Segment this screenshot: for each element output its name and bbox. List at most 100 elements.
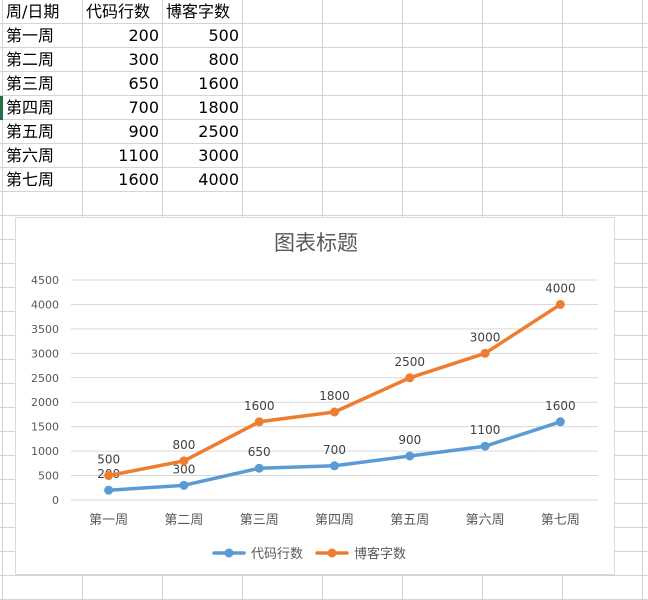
empty-cell[interactable] bbox=[563, 192, 643, 216]
empty-cell[interactable] bbox=[643, 72, 648, 96]
empty-cell[interactable] bbox=[643, 96, 648, 120]
data-cell[interactable]: 3000 bbox=[163, 144, 243, 168]
empty-cell[interactable] bbox=[243, 192, 323, 216]
empty-cell[interactable] bbox=[323, 168, 403, 192]
empty-cell[interactable] bbox=[0, 168, 3, 192]
empty-cell[interactable] bbox=[403, 48, 483, 72]
empty-cell[interactable] bbox=[0, 24, 3, 48]
data-cell[interactable]: 第五周 bbox=[3, 120, 83, 144]
empty-cell[interactable] bbox=[483, 120, 563, 144]
empty-cell[interactable] bbox=[403, 168, 483, 192]
empty-cell[interactable] bbox=[643, 432, 648, 456]
empty-cell[interactable] bbox=[323, 120, 403, 144]
empty-cell[interactable] bbox=[0, 48, 3, 72]
empty-cell[interactable] bbox=[323, 144, 403, 168]
column-header-cell[interactable]: 博客字数 bbox=[163, 0, 243, 24]
empty-cell[interactable] bbox=[643, 384, 648, 408]
empty-cell[interactable] bbox=[563, 96, 643, 120]
empty-cell[interactable] bbox=[163, 576, 243, 600]
empty-cell[interactable] bbox=[243, 120, 323, 144]
data-cell[interactable]: 2500 bbox=[163, 120, 243, 144]
empty-cell[interactable] bbox=[0, 408, 3, 432]
empty-cell[interactable] bbox=[243, 24, 323, 48]
empty-cell[interactable] bbox=[3, 576, 83, 600]
data-cell[interactable]: 500 bbox=[163, 24, 243, 48]
empty-cell[interactable] bbox=[3, 192, 83, 216]
empty-cell[interactable] bbox=[243, 0, 323, 24]
empty-cell[interactable] bbox=[323, 192, 403, 216]
empty-cell[interactable] bbox=[643, 312, 648, 336]
empty-cell[interactable] bbox=[0, 480, 3, 504]
empty-cell[interactable] bbox=[323, 576, 403, 600]
empty-cell[interactable] bbox=[403, 120, 483, 144]
empty-cell[interactable] bbox=[643, 456, 648, 480]
empty-cell[interactable] bbox=[643, 0, 648, 24]
empty-cell[interactable] bbox=[0, 528, 3, 552]
empty-cell[interactable] bbox=[403, 96, 483, 120]
empty-cell[interactable] bbox=[483, 0, 563, 24]
empty-cell[interactable] bbox=[563, 48, 643, 72]
empty-cell[interactable] bbox=[563, 0, 643, 24]
empty-cell[interactable] bbox=[0, 432, 3, 456]
data-cell[interactable]: 第六周 bbox=[3, 144, 83, 168]
empty-cell[interactable] bbox=[643, 48, 648, 72]
empty-cell[interactable] bbox=[83, 192, 163, 216]
empty-cell[interactable] bbox=[643, 288, 648, 312]
empty-cell[interactable] bbox=[0, 384, 3, 408]
empty-cell[interactable] bbox=[483, 144, 563, 168]
empty-cell[interactable] bbox=[643, 360, 648, 384]
empty-cell[interactable] bbox=[483, 72, 563, 96]
empty-cell[interactable] bbox=[483, 96, 563, 120]
empty-cell[interactable] bbox=[0, 288, 3, 312]
empty-cell[interactable] bbox=[323, 0, 403, 24]
empty-cell[interactable] bbox=[643, 504, 648, 528]
empty-cell[interactable] bbox=[403, 0, 483, 24]
empty-cell[interactable] bbox=[563, 72, 643, 96]
empty-cell[interactable] bbox=[243, 48, 323, 72]
line-chart[interactable]: 图表标题 0 500 1000 1500 2000 2500 3000 3500 4000 4500… bbox=[15, 217, 615, 575]
data-cell[interactable]: 800 bbox=[163, 48, 243, 72]
empty-cell[interactable] bbox=[643, 144, 648, 168]
empty-cell[interactable] bbox=[0, 312, 3, 336]
data-cell[interactable]: 1100 bbox=[83, 144, 163, 168]
empty-cell[interactable] bbox=[643, 24, 648, 48]
empty-cell[interactable] bbox=[403, 192, 483, 216]
empty-cell[interactable] bbox=[323, 72, 403, 96]
empty-cell[interactable] bbox=[0, 240, 3, 264]
column-header-cell[interactable]: 周/日期 bbox=[3, 0, 83, 24]
empty-cell[interactable] bbox=[0, 360, 3, 384]
empty-cell[interactable] bbox=[563, 552, 643, 576]
empty-cell[interactable] bbox=[83, 576, 163, 600]
empty-cell[interactable] bbox=[0, 504, 3, 528]
empty-cell[interactable] bbox=[403, 72, 483, 96]
empty-cell[interactable] bbox=[483, 48, 563, 72]
data-cell[interactable]: 650 bbox=[83, 72, 163, 96]
empty-cell[interactable] bbox=[643, 168, 648, 192]
empty-cell[interactable] bbox=[243, 576, 323, 600]
data-cell[interactable]: 700 bbox=[83, 96, 163, 120]
empty-cell[interactable] bbox=[243, 72, 323, 96]
empty-cell[interactable] bbox=[483, 24, 563, 48]
empty-cell[interactable] bbox=[643, 336, 648, 360]
empty-cell[interactable] bbox=[643, 528, 648, 552]
empty-cell[interactable] bbox=[643, 552, 648, 576]
empty-cell[interactable] bbox=[643, 264, 648, 288]
empty-cell[interactable] bbox=[563, 168, 643, 192]
empty-cell[interactable] bbox=[643, 192, 648, 216]
empty-cell[interactable] bbox=[483, 576, 563, 600]
empty-cell[interactable] bbox=[0, 192, 3, 216]
empty-cell[interactable] bbox=[0, 144, 3, 168]
data-cell[interactable]: 1800 bbox=[163, 96, 243, 120]
data-cell[interactable]: 第三周 bbox=[3, 72, 83, 96]
empty-cell[interactable] bbox=[0, 0, 3, 24]
empty-cell[interactable] bbox=[403, 144, 483, 168]
data-cell[interactable]: 300 bbox=[83, 48, 163, 72]
empty-cell[interactable] bbox=[163, 192, 243, 216]
empty-cell[interactable] bbox=[563, 576, 643, 600]
data-cell[interactable]: 第四周 bbox=[3, 96, 83, 120]
data-cell[interactable]: 第二周 bbox=[3, 48, 83, 72]
empty-cell[interactable] bbox=[403, 576, 483, 600]
data-cell[interactable]: 1600 bbox=[163, 72, 243, 96]
empty-cell[interactable] bbox=[0, 264, 3, 288]
empty-cell[interactable] bbox=[0, 552, 3, 576]
